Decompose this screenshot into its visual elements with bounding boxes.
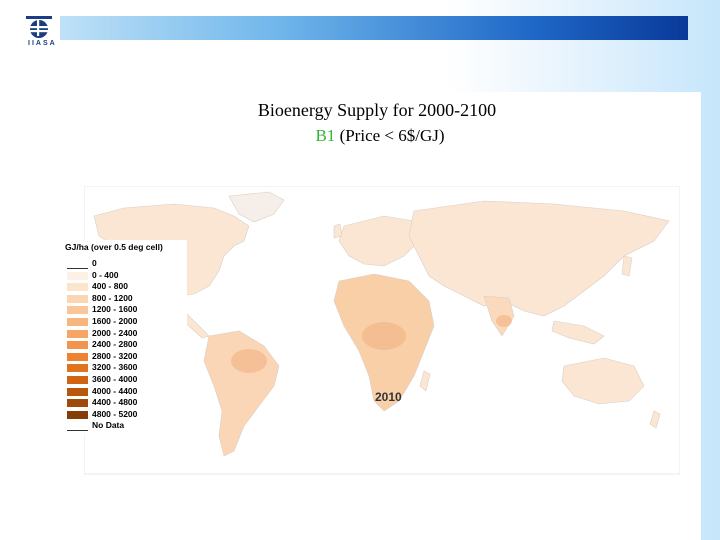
legend-item: 2800 - 3200 [67, 350, 187, 362]
legend-label: 1600 - 2000 [92, 316, 138, 326]
legend-swatch [67, 364, 88, 373]
legend-item: 0 - 400 [67, 269, 187, 281]
japan [621, 255, 633, 277]
madagascar [419, 370, 431, 392]
legend-swatch [67, 318, 88, 326]
legend-label: 2400 - 2800 [92, 339, 138, 350]
legend-item: 2400 - 2800 [67, 339, 187, 350]
legend-label: 4400 - 4800 [92, 397, 138, 408]
legend-label: 1200 - 1600 [92, 304, 138, 315]
legend-label: 2000 - 2400 [92, 327, 138, 338]
legend-label: No Data [92, 420, 125, 431]
legend-swatch [67, 399, 88, 408]
greenland [228, 191, 285, 223]
legend-item: 4400 - 4800 [67, 397, 187, 408]
header-bar [60, 16, 688, 40]
slide-subtitle: B1 (Price < 6$/GJ) [0, 126, 720, 146]
iiasa-logo [22, 14, 56, 52]
legend-item: 0 [67, 258, 187, 269]
legend-label: 4000 - 4400 [92, 385, 138, 396]
legend-swatch [67, 376, 88, 384]
southeast-asia [551, 320, 605, 345]
legend-item: 2000 - 2400 [67, 327, 187, 339]
map-year: 2010 [375, 390, 402, 404]
price-condition: (Price < 6$/GJ) [335, 126, 445, 145]
legend-swatch [67, 410, 88, 419]
legend-label: 3200 - 3600 [92, 362, 138, 373]
legend-swatch [67, 271, 88, 280]
high-supply-areas [231, 315, 512, 373]
legend-title: GJ/ha (over 0.5 deg cell) [65, 242, 163, 252]
legend-swatch [67, 387, 88, 396]
legend-item: 3200 - 3600 [67, 362, 187, 373]
legend-label: 800 - 1200 [92, 292, 133, 303]
scenario-label: B1 [315, 126, 336, 145]
legend-swatch [67, 341, 88, 350]
uk [333, 223, 343, 239]
legend-item: 1600 - 2000 [67, 316, 187, 327]
legend-label: 3600 - 4000 [92, 374, 138, 384]
legend-item: 4000 - 4400 [67, 385, 187, 397]
legend-item: 1200 - 1600 [67, 304, 187, 315]
logo-text: IIASA [28, 40, 57, 47]
europe [338, 215, 420, 267]
legend-label: 0 - 400 [92, 269, 119, 280]
legend-item: No Data [67, 420, 187, 432]
legend-label: 0 [92, 258, 97, 268]
legend-label: 4800 - 5200 [92, 408, 138, 419]
legend-item: 3600 - 4000 [67, 374, 187, 385]
legend-swatch [67, 306, 88, 315]
legend-label: 400 - 800 [92, 281, 128, 292]
slide-title: Bioenergy Supply for 2000-2100 [257, 100, 497, 120]
legend-item: 800 - 1200 [67, 292, 187, 304]
australia [561, 357, 645, 405]
legend-swatch [67, 329, 88, 338]
legend-swatch [67, 294, 88, 303]
legend-swatch [67, 352, 88, 361]
legend-label: 2800 - 3200 [92, 350, 138, 361]
legend-item: 4800 - 5200 [67, 408, 187, 420]
legend-swatch [67, 260, 88, 269]
new-zealand [649, 410, 661, 429]
legend-swatch [67, 283, 88, 292]
asia [408, 200, 670, 317]
legend-item: 400 - 800 [67, 281, 187, 292]
legend-swatch [67, 422, 88, 432]
